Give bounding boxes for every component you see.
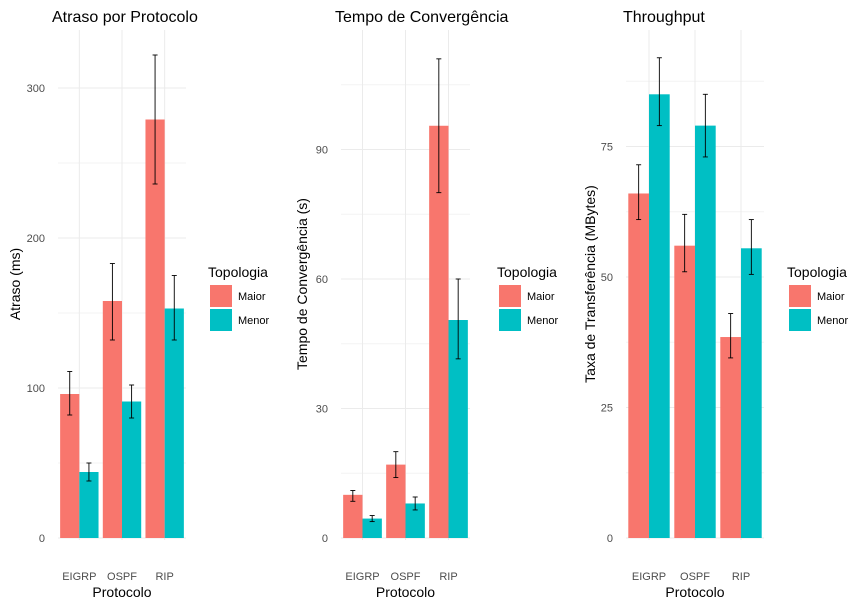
bar-menor-rip <box>164 308 184 538</box>
bar-maior-rip <box>429 125 449 538</box>
x-tick-label: OSPF <box>680 571 710 583</box>
legend-title: Topologia <box>497 264 557 280</box>
y-tick-label: 60 <box>316 274 328 286</box>
bar-menor-eigrp <box>362 518 382 538</box>
chart-panel-2: 0 30 60 90 EIGRP OSPF RIP Tempo de Convergência… <box>294 9 559 600</box>
legend: Topologia Maior Menor <box>208 264 270 331</box>
y-axis-label: Tempo de Convergência (s) <box>294 198 310 370</box>
chart-panel-3: 0 25 50 75 EIGRP OSPF RIP Throughput Protocolo Ta… <box>582 9 849 600</box>
legend-label: Menor <box>238 315 270 327</box>
legend-key-maior <box>789 285 811 307</box>
legend-label: Menor <box>817 315 849 327</box>
x-tick-label: OSPF <box>391 571 421 583</box>
x-axis-label: Protocolo <box>665 584 724 600</box>
chart-panel-1: 0 100 200 300 EIGRP OSPF RIP Atraso por Protoco… <box>7 9 270 600</box>
y-tick-label: 50 <box>601 272 613 284</box>
x-axis-label: Protocolo <box>92 584 151 600</box>
y-tick-label: 0 <box>607 533 613 545</box>
bar-maior-ospf <box>102 301 122 538</box>
bar-menor-eigrp <box>79 472 99 538</box>
legend-key-menor <box>210 309 232 331</box>
bar-maior-rip <box>720 337 741 538</box>
legend-key-menor <box>789 309 811 331</box>
legend-title: Topologia <box>787 264 847 280</box>
bar-menor-ospf <box>695 125 716 539</box>
y-tick-label: 0 <box>322 533 328 545</box>
bar-maior-ospf <box>674 245 695 538</box>
bar-maior-eigrp <box>628 193 649 539</box>
legend-label: Menor <box>527 315 559 327</box>
y-tick-label: 30 <box>316 404 328 416</box>
y-tick-label: 200 <box>27 233 45 245</box>
legend-key-maior <box>210 285 232 307</box>
y-tick-label: 100 <box>27 383 45 395</box>
x-tick-label: OSPF <box>107 571 137 583</box>
y-tick-label: 75 <box>601 142 613 154</box>
x-tick-label: EIGRP <box>632 571 666 583</box>
x-tick-label: RIP <box>155 571 173 583</box>
bar-menor-ospf <box>405 503 425 538</box>
x-tick-label: RIP <box>439 571 457 583</box>
legend: Topologia Maior Menor <box>787 264 849 331</box>
x-tick-label: RIP <box>732 571 750 583</box>
chart-title: Tempo de Convergência <box>335 9 509 26</box>
x-tick-label: EIGRP <box>62 571 96 583</box>
legend-label: Maior <box>238 291 266 303</box>
legend-label: Maior <box>817 291 845 303</box>
y-axis-label: Atraso (ms) <box>7 248 23 320</box>
y-tick-label: 90 <box>316 145 328 157</box>
legend-key-menor <box>499 309 521 331</box>
bar-maior-rip <box>145 119 165 538</box>
legend-title: Topologia <box>208 264 268 280</box>
x-tick-label: EIGRP <box>345 571 379 583</box>
bar-maior-eigrp <box>343 494 363 538</box>
legend: Topologia Maior Menor <box>497 264 559 331</box>
y-axis-label: Taxa de Transferência (MBytes) <box>582 185 598 383</box>
legend-key-maior <box>499 285 521 307</box>
y-tick-label: 0 <box>39 533 45 545</box>
x-axis-label: Protocolo <box>376 584 435 600</box>
legend-label: Maior <box>527 291 555 303</box>
bar-maior-ospf <box>386 464 406 538</box>
bar-menor-rip <box>448 320 468 538</box>
bar-maior-eigrp <box>60 394 80 538</box>
bar-menor-ospf <box>122 401 142 538</box>
chart-title: Throughput <box>623 9 705 26</box>
bar-menor-eigrp <box>649 94 670 539</box>
y-tick-label: 25 <box>601 403 613 415</box>
bar-menor-rip <box>741 248 762 539</box>
y-tick-label: 300 <box>27 83 45 95</box>
chart-title: Atraso por Protocolo <box>52 9 198 26</box>
